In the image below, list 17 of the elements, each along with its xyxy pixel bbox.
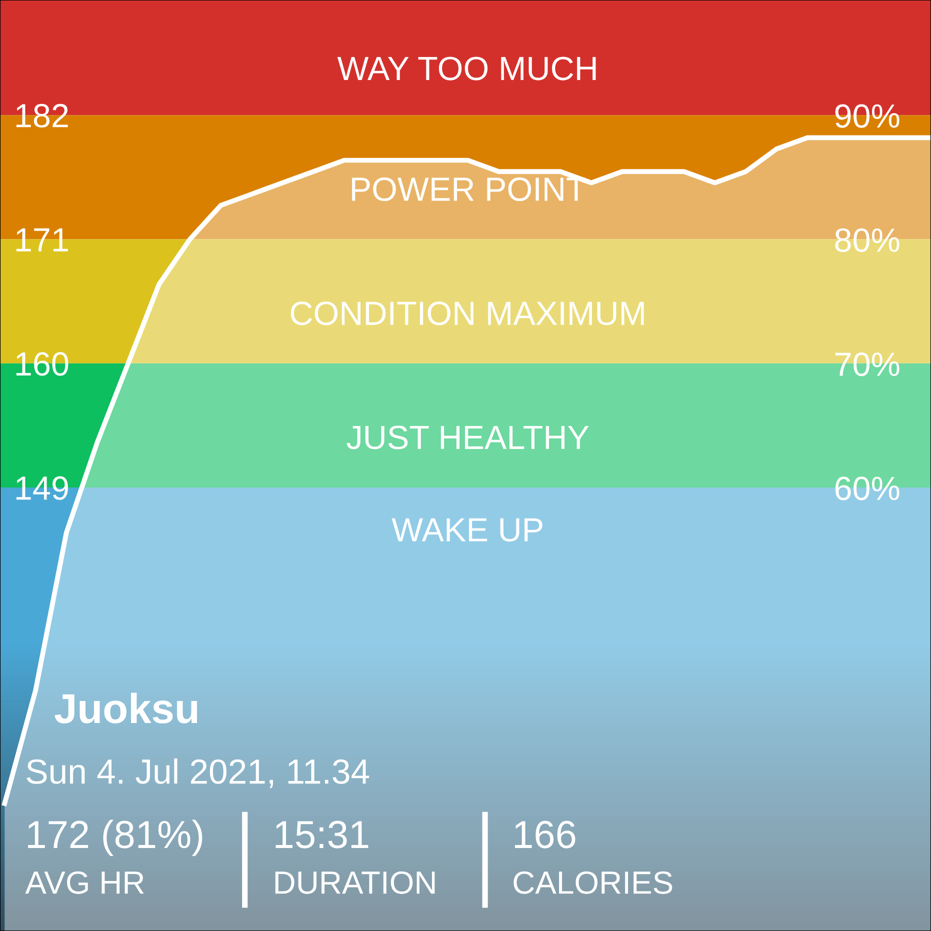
y-tick-label: 171 <box>16 228 68 252</box>
annotation: 166 <box>515 820 576 848</box>
annotation: AVG HR <box>25 871 144 894</box>
band-label: WAKE UP <box>392 518 542 542</box>
band-label: JUST HEALTHY <box>346 426 589 450</box>
annotation: CALORIES <box>514 871 672 894</box>
annotation: DURATION <box>275 871 435 894</box>
y-tick-label: 182 <box>16 104 68 128</box>
text: Juoksu <box>54 692 198 724</box>
band-label: POWER POINT <box>352 177 586 202</box>
annotation: 172 (81%) <box>28 820 202 856</box>
text: Sun 4. Jul 2021, 11.34 <box>26 758 370 788</box>
annotation: 15:31 <box>276 820 368 848</box>
y2-tick-label: 80% <box>835 228 900 252</box>
band-label: WAY TOO MUCH <box>337 56 596 80</box>
y2-tick-label: 90% <box>835 104 900 128</box>
band-label: CONDITION MAXIMUM <box>290 302 644 326</box>
